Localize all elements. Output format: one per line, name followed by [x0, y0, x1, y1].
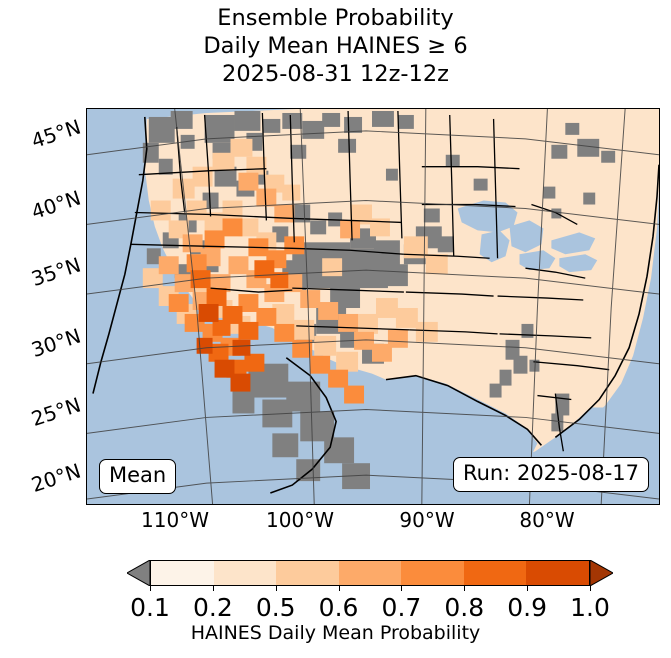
title-line-3: 2025-08-31 12z-12z: [222, 61, 449, 87]
colorbar-axis-label: HAINES Daily Mean Probability: [190, 622, 481, 644]
conus-probability-heatmap: [87, 109, 659, 504]
colorbar-segment-4: [401, 561, 464, 585]
run-label: Run: 2025-08-17: [462, 461, 639, 485]
colorbar-tick-label-0.7: 0.7: [381, 593, 422, 622]
colorbar-segment-3: [338, 561, 402, 585]
colorbar-tick-mark-5: [464, 586, 466, 591]
colorbar-over-arrow: [590, 560, 613, 586]
colorbar-tick-label-0.8: 0.8: [444, 593, 485, 622]
colorbar-segment-1: [213, 561, 277, 585]
lon-tick-label-110w: 110°W: [141, 508, 209, 532]
colorbar-tick-label-1.0: 1.0: [570, 593, 610, 622]
colorbar-tick-mark-6: [527, 586, 529, 591]
colorbar-tick-mark-1: [212, 586, 214, 591]
colorbar-tick-mark-3: [338, 586, 340, 591]
colorbar-gradient: [150, 560, 590, 586]
colorbar-tick-label-0.5: 0.5: [255, 593, 296, 622]
lat-tick-label-35n: 35°N: [28, 252, 84, 291]
colorbar-tick-mark-7: [590, 586, 591, 591]
colorbar-tick-label-0.9: 0.9: [507, 593, 548, 622]
map-plot-area[interactable]: Mean Run: 2025-08-17: [86, 108, 660, 505]
title-line-1: Ensemble Probability: [217, 5, 454, 31]
colorbar-segment-0: [151, 561, 214, 585]
colorbar-segment-2: [276, 561, 339, 585]
colorbar-tick-mark-2: [275, 586, 277, 591]
lat-tick-label-45n: 45°N: [28, 114, 84, 153]
lat-tick-label-25n: 25°N: [28, 392, 84, 431]
lon-tick-label-100w: 100°W: [266, 508, 334, 532]
lat-tick-label-20n: 20°N: [28, 458, 84, 497]
lat-tick-label-30n: 30°N: [28, 323, 84, 362]
colorbar-tick-mark-4: [401, 586, 403, 591]
lon-tick-label-80w: 80°W: [519, 508, 575, 532]
run-annotation-box: Run: 2025-08-17: [452, 457, 649, 492]
colorbar-segment-6: [526, 561, 590, 585]
lat-tick-label-40n: 40°N: [28, 185, 84, 224]
colorbar-tick-label-0.1: 0.1: [130, 593, 170, 622]
title-line-2: Daily Mean HAINES ≥ 6: [203, 33, 468, 59]
member-label: Mean: [109, 463, 167, 487]
lon-tick-label-90w: 90°W: [399, 508, 455, 532]
colorbar-ticks: 0.1 0.2 0.5 0.6 0.7 0.8 0.9 1.0: [0, 586, 671, 622]
member-annotation-box: Mean: [99, 459, 177, 494]
colorbar-under-arrow: [127, 560, 150, 586]
colorbar-segment-5: [463, 561, 527, 585]
colorbar-tick-mark-0: [150, 586, 151, 591]
colorbar: 0.1 0.2 0.5 0.6 0.7 0.8 0.9 1.0 HAINES Daily Me…: [0, 556, 671, 658]
figure-title: Ensemble Probability Daily Mean HAINES ≥…: [0, 4, 671, 88]
colorbar-tick-label-0.2: 0.2: [192, 593, 233, 622]
colorbar-tick-label-0.6: 0.6: [318, 593, 359, 622]
